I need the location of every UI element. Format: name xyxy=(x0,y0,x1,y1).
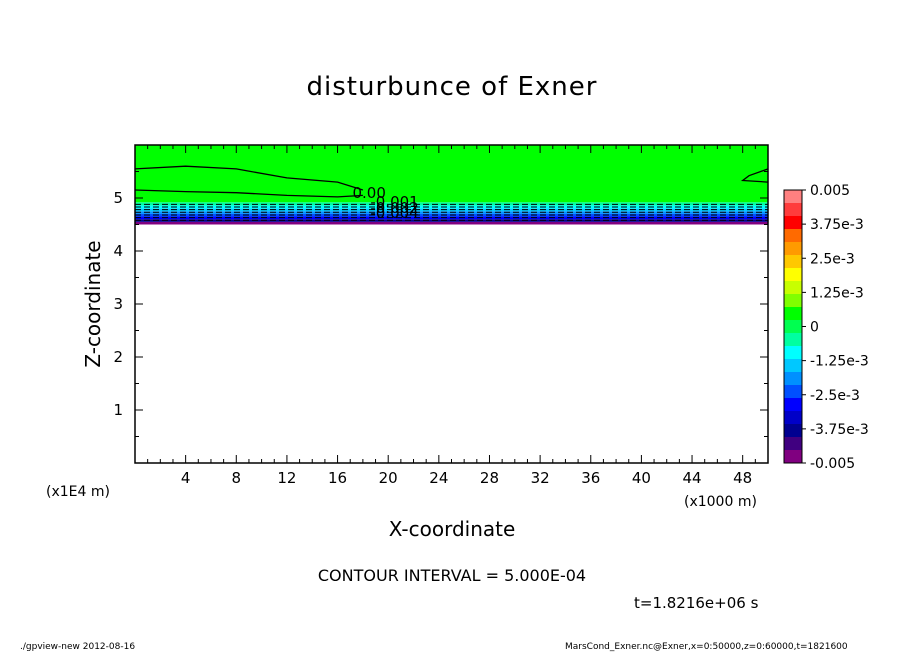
contour-interval-label: CONTOUR INTERVAL = 5.000E-04 xyxy=(317,566,587,585)
footer-left: ./gpview-new 2012-08-16 xyxy=(20,642,136,652)
chart-title: disturbunce of Exner xyxy=(306,72,598,102)
y-tick-label: 4 xyxy=(113,242,123,260)
filled-contour-bands xyxy=(135,145,768,225)
y-tick-label: 5 xyxy=(113,189,123,207)
colorbar-tick-label: 0 xyxy=(810,320,819,336)
x-tick-label: 16 xyxy=(328,469,347,487)
colorbar-swatch xyxy=(784,294,802,308)
colorbar-swatch xyxy=(784,346,802,360)
x-tick-label: 36 xyxy=(581,469,600,487)
colorbar-swatch xyxy=(784,424,802,438)
colorbar-tick-label: -3.75e-3 xyxy=(810,422,869,438)
x-tick-label: 40 xyxy=(632,469,651,487)
x-axis-label: X-coordinate xyxy=(389,517,516,541)
colorbar-swatch xyxy=(784,320,802,334)
contour-label: -0.001 xyxy=(370,193,418,211)
solid-contour xyxy=(134,165,364,191)
colorbar-swatch xyxy=(784,190,802,204)
colorbar-tick-label: 2.5e-3 xyxy=(810,251,855,267)
colorbar-swatch xyxy=(784,255,802,269)
colorbar-swatch xyxy=(784,398,802,412)
colorbar-tick-label: -1.25e-3 xyxy=(810,354,869,370)
footer-right: MarsCond_Exner.nc@Exner,x=0:50000,z=0:60… xyxy=(565,642,848,652)
colorbar-swatch xyxy=(784,411,802,425)
x-tick-label: 12 xyxy=(277,469,296,487)
y-tick-label: 2 xyxy=(113,348,123,366)
colorbar-swatch xyxy=(784,242,802,256)
contour-band xyxy=(135,221,768,225)
contour-label: 0.00 xyxy=(353,184,386,202)
colorbar-tick-label: 0.005 xyxy=(810,183,850,199)
x-tick-label: 4 xyxy=(181,469,191,487)
time-label: t=1.8216e+06 s xyxy=(634,594,759,612)
colorbar-labels: 0.005 3.75e-3 2.5e-3 1.25e-3 0 -1.25e-3 -2.5e-… xyxy=(802,183,869,472)
dashed-contour-lines xyxy=(135,203,768,221)
x-axis-unit: (x1000 m) xyxy=(684,494,757,510)
x-tick-label: 32 xyxy=(531,469,550,487)
y-tick-label: 3 xyxy=(113,295,123,313)
colorbar-swatch xyxy=(784,372,802,386)
colorbar-swatch xyxy=(784,333,802,347)
solid-contour xyxy=(740,168,769,183)
x-tick-label: 44 xyxy=(682,469,701,487)
y-axis-ticks: 1 2 3 4 5 xyxy=(113,171,768,437)
y-axis-unit: (x1E4 m) xyxy=(46,484,110,500)
x-tick-label: 8 xyxy=(232,469,242,487)
solid-contour xyxy=(134,189,363,198)
colorbar-swatch xyxy=(784,203,802,217)
contour-labels: 0.00-0.001-0.002-0.004 xyxy=(353,184,419,222)
contour-label: -0.004 xyxy=(370,204,418,222)
x-tick-label: 28 xyxy=(480,469,499,487)
colorbar-swatch xyxy=(784,359,802,373)
x-tick-label: 48 xyxy=(733,469,752,487)
colorbar-swatch xyxy=(784,281,802,295)
solid-contour-lines xyxy=(134,165,769,198)
colorbar-tick-label: 3.75e-3 xyxy=(810,217,864,233)
x-axis-ticks: 4 8 12 16 20 24 28 32 36 40 44 48 xyxy=(147,145,756,487)
colorbar-swatch xyxy=(784,216,802,230)
colorbar-swatch xyxy=(784,437,802,451)
y-tick-label: 1 xyxy=(113,401,123,419)
colorbar-swatch xyxy=(784,229,802,243)
colorbar-swatch xyxy=(784,385,802,399)
x-tick-label: 20 xyxy=(379,469,398,487)
contour-band xyxy=(135,145,768,203)
colorbar-swatch xyxy=(784,268,802,282)
contour-label: -0.002 xyxy=(370,199,418,217)
colorbar-swatch xyxy=(784,307,802,321)
colorbar xyxy=(783,189,803,464)
contour-band xyxy=(135,202,768,206)
y-axis-label: Z-coordinate xyxy=(81,240,105,367)
colorbar-swatch xyxy=(784,450,802,464)
colorbar-tick-label: -2.5e-3 xyxy=(810,388,860,404)
colorbar-tick-label: -0.005 xyxy=(810,456,855,472)
colorbar-tick-label: 1.25e-3 xyxy=(810,285,864,301)
x-tick-label: 24 xyxy=(429,469,448,487)
